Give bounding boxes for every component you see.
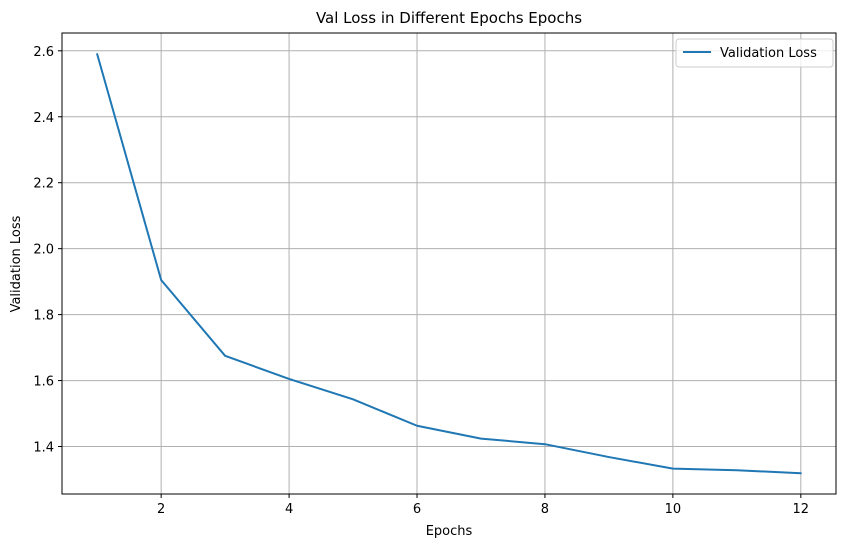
y-tick-label: 1.6 [33,375,54,390]
y-tick-label: 1.4 [33,441,54,456]
legend: Validation Loss [675,38,834,68]
plot-frame [61,32,837,495]
x-tick-label: 12 [793,502,810,517]
series-line-validation-loss [96,53,802,475]
x-tick-label: 8 [541,502,549,517]
x-tick-label: 4 [285,502,293,517]
legend-label-validation-loss: Validation Loss [720,46,817,61]
x-tick-label: 2 [157,502,165,517]
y-tick-label: 2.0 [33,243,54,258]
x-tick-label: 10 [665,502,682,517]
series-layer [96,53,802,475]
y-tick-label: 2.4 [33,111,54,126]
y-tick-label: 1.8 [33,309,54,324]
x-axis-label: Epochs [426,524,473,539]
legend-box [675,38,834,68]
y-tick-label: 2.2 [33,177,54,192]
ticks: 2 4 6 8 10 12 1.4 1.6 1.8 2.0 2.2 2.4 2.6 [33,45,809,517]
x-tick-label: 6 [413,502,421,517]
chart-title: Val Loss in Different Epochs Epochs [316,9,582,27]
y-axis-label: Validation Loss [9,215,24,312]
y-tick-label: 2.6 [33,45,54,60]
